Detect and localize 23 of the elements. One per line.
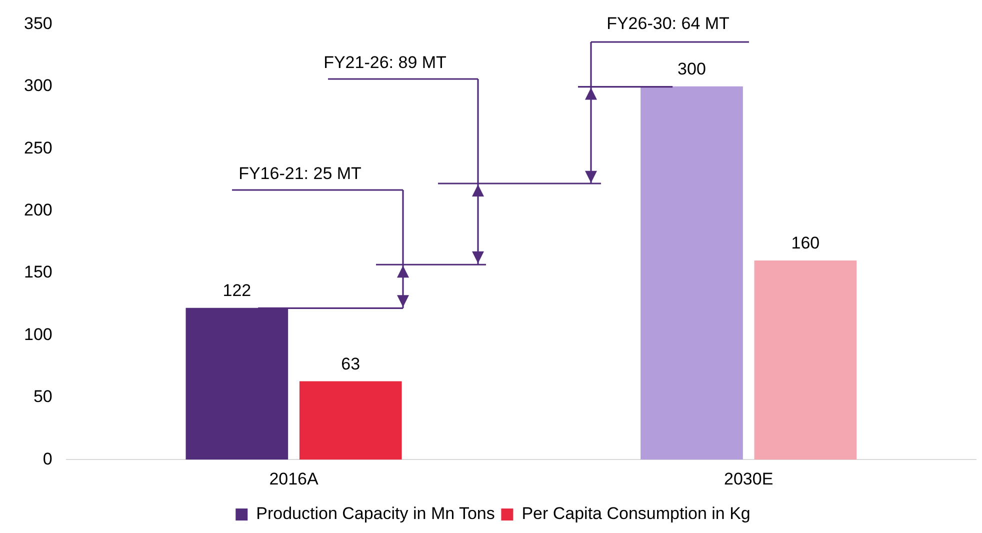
y-tick-label: 200 <box>24 200 52 220</box>
y-tick-label: 0 <box>42 449 52 468</box>
bar <box>186 308 288 460</box>
y-tick-label: 50 <box>33 387 52 406</box>
y-tick-label: 350 <box>24 14 52 33</box>
y-tick-label: 150 <box>24 262 52 282</box>
data-label: 160 <box>791 234 820 253</box>
y-tick-label: 300 <box>24 76 52 96</box>
annotation: FY21-26: 89 MT <box>324 52 446 73</box>
y-tick-label: 250 <box>24 138 52 158</box>
bar <box>754 260 857 460</box>
annotation: FY26-30: 64 MT <box>606 14 730 34</box>
data-label: 300 <box>678 60 706 79</box>
legend-label: Per Capita Consumption in Kg <box>522 504 750 524</box>
bar <box>299 381 402 460</box>
x-tick-label: 2030E <box>724 469 774 488</box>
legend-label: Production Capacity in Mn Tons <box>256 504 495 524</box>
data-label: 122 <box>222 281 252 300</box>
annotation: FY16-21: 25 MT <box>238 164 362 184</box>
y-tick-label: 100 <box>24 324 52 344</box>
data-label: 63 <box>341 354 360 374</box>
x-tick-label: 2016A <box>269 469 320 488</box>
bar <box>640 86 743 460</box>
